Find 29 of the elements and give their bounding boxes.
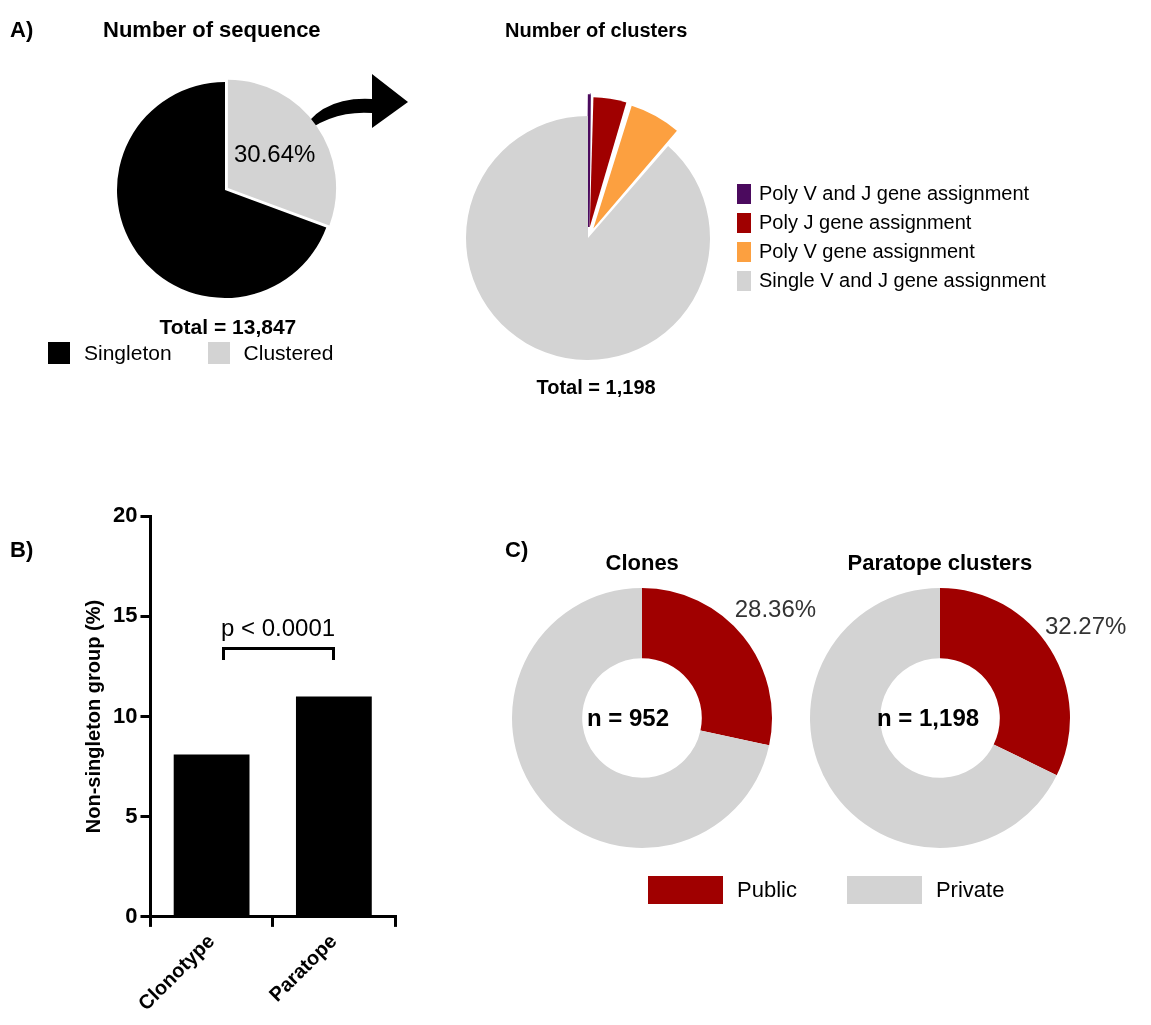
y-tick-label: 5 xyxy=(125,802,138,828)
data-label: 32.27% xyxy=(1044,611,1127,639)
text: Total = 1,198 xyxy=(536,375,656,399)
legend-label: Clustered xyxy=(243,341,334,365)
text: A) xyxy=(10,17,34,43)
text: Total = 13,847 xyxy=(159,315,297,339)
text: C) xyxy=(505,537,529,563)
chart-title: Number of sequence xyxy=(103,17,321,43)
chart-title: Clones xyxy=(605,550,679,576)
data-label: 30.64% xyxy=(233,140,316,168)
legend-label: Poly V gene assignment xyxy=(759,240,975,263)
text: n = 952 xyxy=(587,704,670,732)
legend-label: Single V and J gene assignment xyxy=(759,269,1046,292)
data-label: 28.36% xyxy=(734,594,817,622)
legend-label: Private xyxy=(935,877,1005,903)
chart-title: Number of clusters xyxy=(505,18,688,42)
y-tick-label: 20 xyxy=(112,502,138,528)
legend-label: Poly V and J gene assignment xyxy=(759,182,1030,205)
text: B) xyxy=(10,537,34,563)
chart-title: Paratope clusters xyxy=(847,550,1033,576)
text: n = 1,198 xyxy=(877,704,980,732)
y-axis-title: Non-singleton group (%) xyxy=(81,599,104,834)
y-tick-label: 10 xyxy=(112,702,138,728)
legend-label: Poly J gene assignment xyxy=(759,211,972,234)
legend-label: Singleton xyxy=(84,341,172,365)
annotation: p < 0.0001 xyxy=(221,614,336,642)
y-tick-label: 0 xyxy=(125,902,138,928)
legend-label: Public xyxy=(737,877,797,903)
y-tick-label: 15 xyxy=(112,602,138,628)
